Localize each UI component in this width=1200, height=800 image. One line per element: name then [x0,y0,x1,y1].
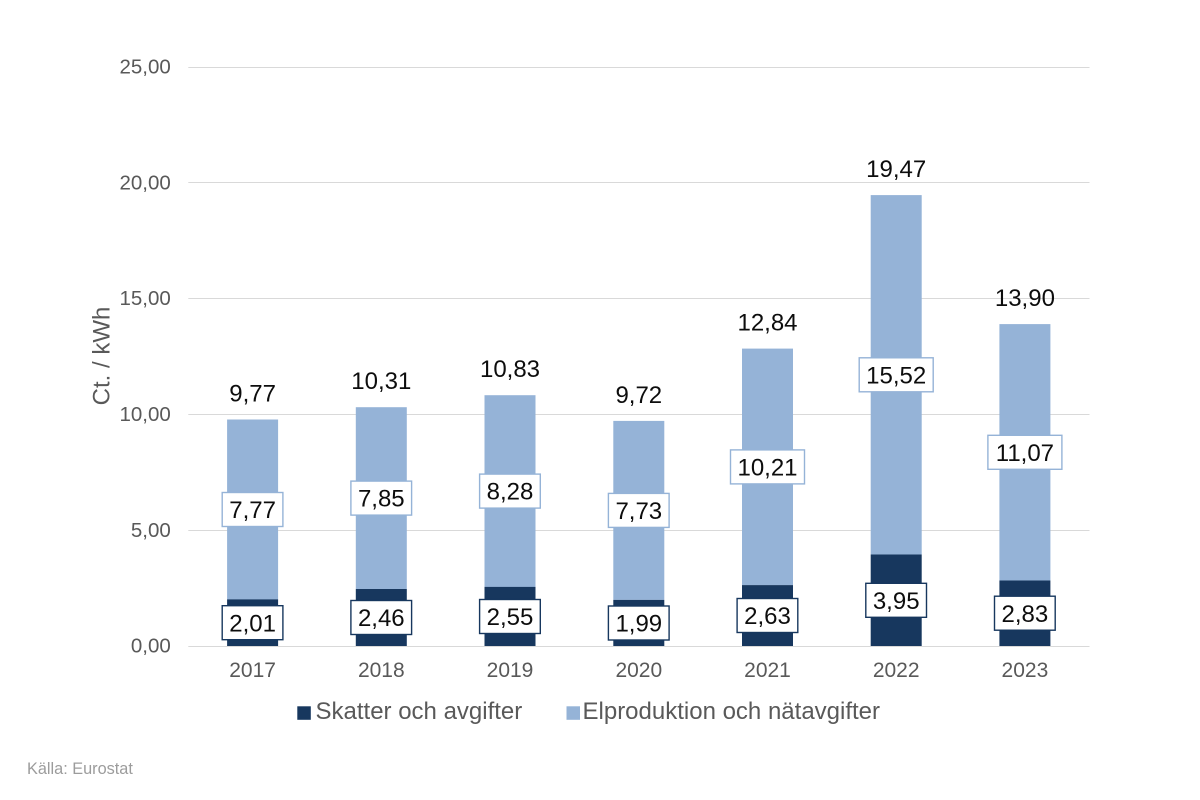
svg-text:2019: 2019 [487,659,534,682]
svg-text:19,47: 19,47 [866,156,926,183]
svg-text:2017: 2017 [229,659,276,682]
svg-text:0,00: 0,00 [131,635,171,658]
svg-text:10,21: 10,21 [737,455,797,482]
svg-text:2,46: 2,46 [358,605,405,632]
svg-text:2020: 2020 [615,659,662,682]
svg-text:7,85: 7,85 [358,486,405,513]
svg-text:15,52: 15,52 [866,362,926,389]
svg-text:2,01: 2,01 [229,610,276,637]
svg-text:3,95: 3,95 [873,588,920,615]
svg-text:10,83: 10,83 [480,356,540,383]
svg-text:1,99: 1,99 [615,611,662,638]
svg-text:9,72: 9,72 [615,382,662,409]
svg-text:11,07: 11,07 [996,440,1054,467]
svg-text:Källa: Eurostat: Källa: Eurostat [27,760,133,778]
svg-text:15,00: 15,00 [119,287,170,310]
svg-text:2,83: 2,83 [1002,601,1049,628]
svg-text:10,31: 10,31 [351,368,411,395]
svg-text:10,00: 10,00 [119,403,170,426]
svg-text:2,55: 2,55 [487,604,534,631]
svg-text:12,84: 12,84 [737,310,797,337]
svg-text:Elproduktion och nätavgifter: Elproduktion och nätavgifter [583,698,881,725]
svg-text:5,00: 5,00 [131,519,171,542]
svg-text:8,28: 8,28 [487,479,534,506]
svg-text:Ct. / kWh: Ct. / kWh [89,307,116,406]
svg-text:2023: 2023 [1002,659,1049,682]
svg-text:2022: 2022 [873,659,920,682]
svg-text:9,77: 9,77 [229,381,276,408]
svg-text:25,00: 25,00 [119,56,170,79]
svg-text:2021: 2021 [744,659,791,682]
svg-text:2018: 2018 [358,659,405,682]
svg-text:Skatter och avgifter: Skatter och avgifter [316,698,523,725]
svg-text:13,90: 13,90 [995,285,1055,312]
svg-text:7,73: 7,73 [615,498,662,525]
svg-text:7,77: 7,77 [229,497,276,524]
svg-text:2,63: 2,63 [744,603,791,630]
svg-text:20,00: 20,00 [119,171,170,194]
